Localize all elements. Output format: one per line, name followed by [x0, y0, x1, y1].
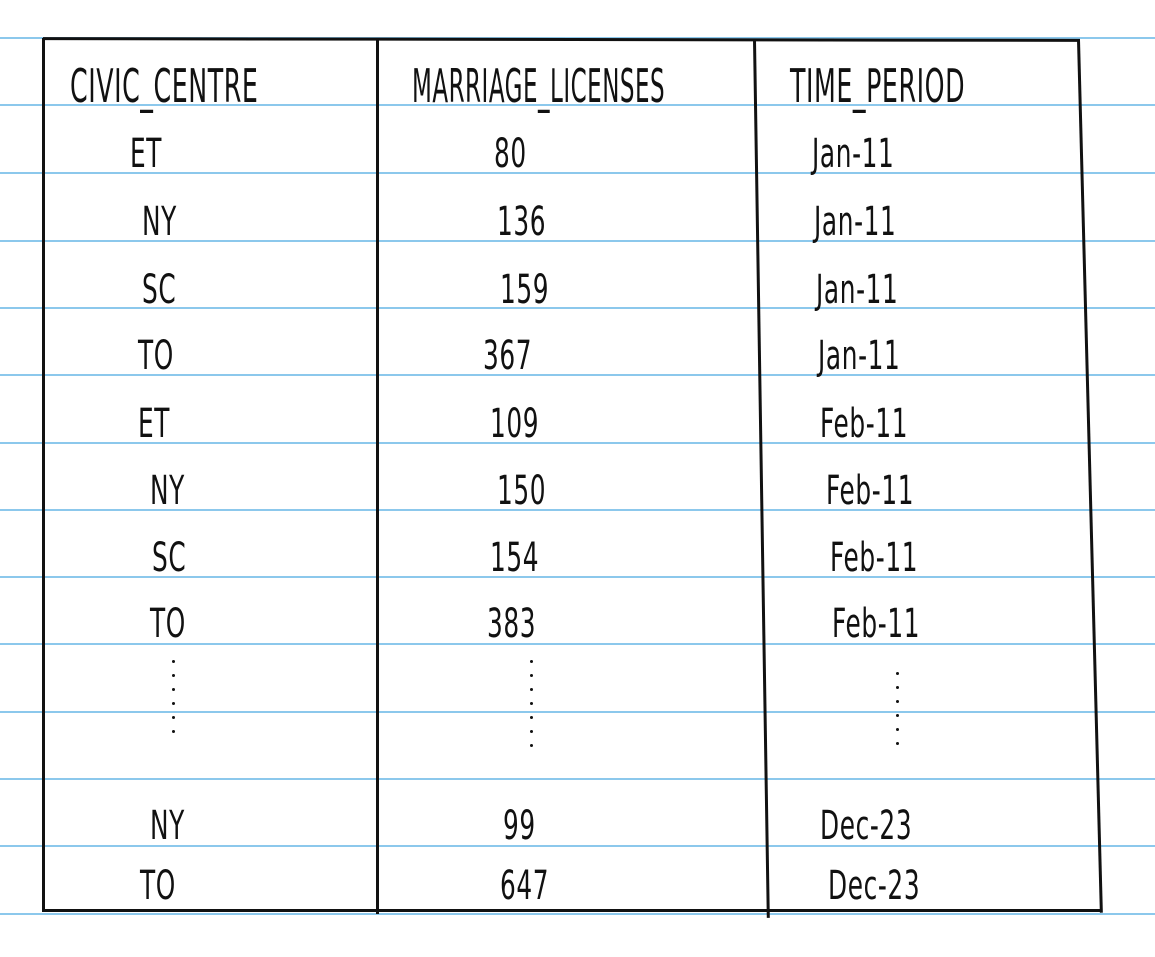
cell-civic-centre: SC	[152, 535, 187, 581]
cell-civic-centre: NY	[150, 803, 185, 849]
cell-marriage-licenses: 150	[497, 468, 547, 514]
cell-civic-centre: TO	[140, 863, 176, 909]
ruled-line	[0, 104, 1155, 106]
table-border-divider-1	[376, 38, 379, 914]
ellipsis-col-1	[172, 660, 176, 744]
cell-marriage-licenses: 154	[490, 535, 540, 581]
ruled-line	[0, 172, 1155, 174]
table-border-left	[42, 38, 45, 912]
cell-civic-centre: TO	[150, 601, 186, 647]
cell-civic-centre: SC	[142, 267, 177, 313]
ruled-line	[0, 845, 1155, 847]
cell-time-period: Feb-11	[820, 401, 909, 447]
cell-marriage-licenses: 136	[497, 199, 547, 245]
cell-time-period: Jan-11	[812, 131, 895, 177]
cell-marriage-licenses: 109	[490, 401, 540, 447]
header-time-period: TIME_PERIOD	[790, 59, 966, 113]
cell-civic-centre: NY	[150, 468, 185, 514]
cell-time-period: Jan-11	[818, 333, 901, 379]
ruled-line	[0, 240, 1155, 242]
ruled-line	[0, 913, 1155, 915]
cell-marriage-licenses: 647	[500, 863, 550, 909]
cell-marriage-licenses: 80	[494, 131, 527, 177]
cell-marriage-licenses: 99	[503, 803, 536, 849]
ruled-line	[0, 374, 1155, 376]
ruled-line	[0, 643, 1155, 645]
ruled-line	[0, 442, 1155, 444]
ruled-line	[0, 711, 1155, 713]
cell-time-period: Feb-11	[826, 468, 915, 514]
cell-time-period: Feb-11	[830, 535, 919, 581]
cell-time-period: Dec-23	[820, 803, 913, 849]
cell-marriage-licenses: 367	[483, 333, 533, 379]
table-border-top	[42, 37, 1081, 42]
cell-civic-centre: ET	[130, 131, 163, 177]
header-marriage-licenses: MARRIAGE_LICENSES	[412, 59, 666, 113]
ellipsis-col-2	[530, 660, 534, 758]
cell-time-period: Jan-11	[816, 267, 899, 313]
ruled-line	[0, 576, 1155, 578]
cell-marriage-licenses: 159	[500, 267, 550, 313]
cell-marriage-licenses: 383	[487, 601, 537, 647]
ellipsis-col-3	[896, 672, 900, 756]
cell-time-period: Feb-11	[832, 601, 921, 647]
table-border-right	[1077, 39, 1103, 913]
cell-time-period: Dec-23	[828, 863, 921, 909]
table-border-bottom	[43, 909, 1102, 912]
cell-civic-centre: ET	[138, 401, 171, 447]
cell-time-period: Jan-11	[814, 199, 897, 245]
header-civic-centre: CIVIC_CENTRE	[70, 59, 259, 113]
ruled-line	[0, 509, 1155, 511]
ruled-line	[0, 307, 1155, 309]
cell-civic-centre: NY	[142, 199, 177, 245]
ruled-line	[0, 778, 1155, 780]
cell-civic-centre: TO	[138, 333, 174, 379]
